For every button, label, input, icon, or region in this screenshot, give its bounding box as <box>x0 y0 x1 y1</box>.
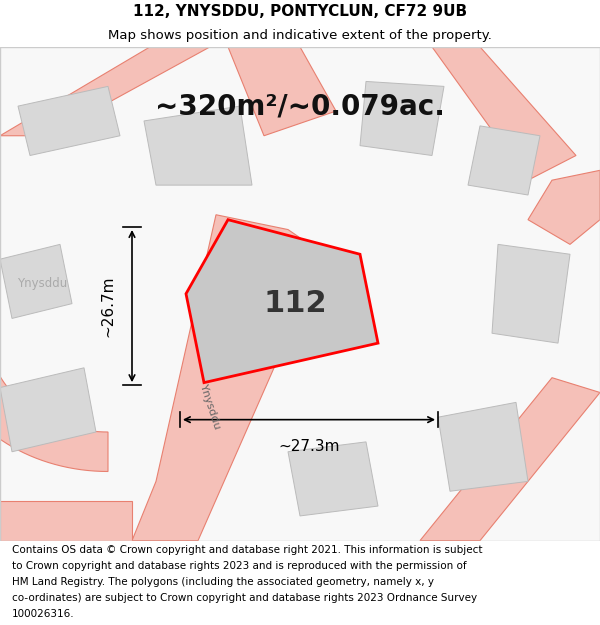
Text: co-ordinates) are subject to Crown copyright and database rights 2023 Ordnance S: co-ordinates) are subject to Crown copyr… <box>12 593 477 603</box>
Text: 100026316.: 100026316. <box>12 609 74 619</box>
Text: ~26.7m: ~26.7m <box>100 276 115 337</box>
Polygon shape <box>288 442 378 516</box>
Text: 112: 112 <box>263 289 327 318</box>
Polygon shape <box>432 47 576 180</box>
Text: to Crown copyright and database rights 2023 and is reproduced with the permissio: to Crown copyright and database rights 2… <box>12 561 467 571</box>
Text: ~320m²/~0.079ac.: ~320m²/~0.079ac. <box>155 92 445 120</box>
Polygon shape <box>492 244 570 343</box>
Polygon shape <box>360 81 444 156</box>
Polygon shape <box>528 170 600 244</box>
Polygon shape <box>0 368 96 452</box>
Text: Map shows position and indicative extent of the property.: Map shows position and indicative extent… <box>108 29 492 42</box>
Polygon shape <box>420 378 600 541</box>
Polygon shape <box>228 47 336 136</box>
Text: ~27.3m: ~27.3m <box>278 439 340 454</box>
Polygon shape <box>144 106 252 185</box>
Text: Ynysddu: Ynysddu <box>17 278 67 291</box>
Text: Ynysddu: Ynysddu <box>198 383 222 431</box>
Polygon shape <box>132 215 324 541</box>
Polygon shape <box>0 47 600 541</box>
Polygon shape <box>0 244 72 318</box>
Polygon shape <box>438 402 528 491</box>
Text: 112, YNYSDDU, PONTYCLUN, CF72 9UB: 112, YNYSDDU, PONTYCLUN, CF72 9UB <box>133 4 467 19</box>
Polygon shape <box>186 219 378 382</box>
Polygon shape <box>468 126 540 195</box>
Polygon shape <box>18 86 120 156</box>
Polygon shape <box>0 47 210 136</box>
Text: HM Land Registry. The polygons (including the associated geometry, namely x, y: HM Land Registry. The polygons (includin… <box>12 577 434 587</box>
Polygon shape <box>0 333 108 471</box>
Text: Contains OS data © Crown copyright and database right 2021. This information is : Contains OS data © Crown copyright and d… <box>12 545 482 555</box>
Polygon shape <box>0 501 132 541</box>
